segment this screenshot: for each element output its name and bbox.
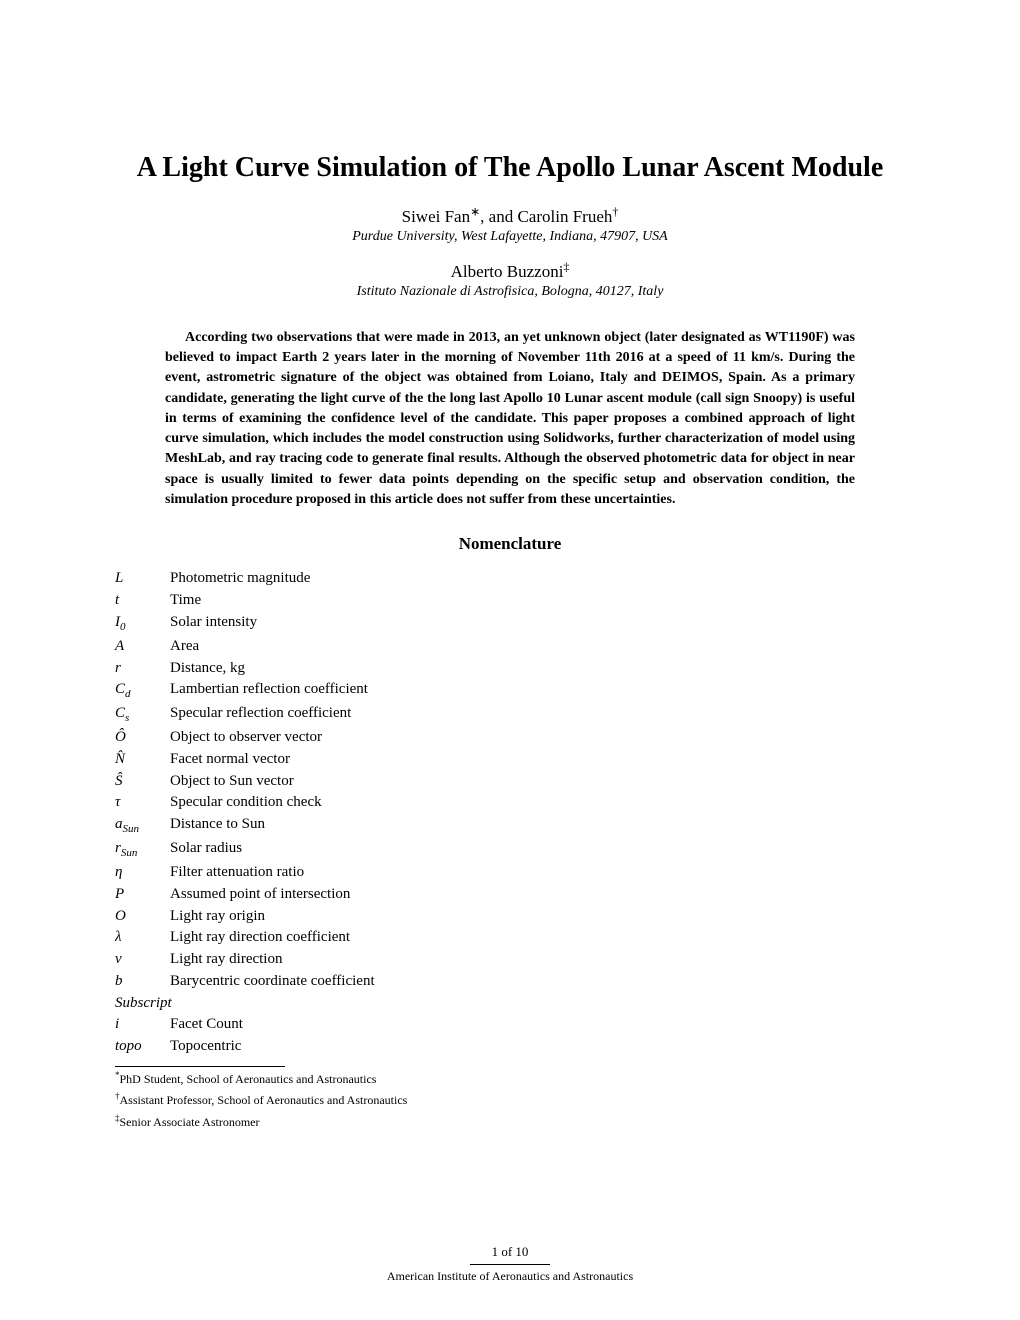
subscript-definition: Facet Count — [170, 1014, 905, 1036]
nomenclature-definition: Filter attenuation ratio — [170, 862, 905, 884]
nomenclature-definition: Facet normal vector — [170, 749, 905, 771]
nomenclature-symbol: η — [115, 862, 170, 884]
nomenclature-row: CdLambertian reflection coefficient — [115, 679, 905, 703]
footnote: *PhD Student, School of Aeronautics and … — [115, 1069, 815, 1088]
nomenclature-definition: Barycentric coordinate coefficient — [170, 971, 905, 993]
subscript-list: iFacet CounttopoTopocentric — [115, 1014, 905, 1058]
section-heading-nomenclature: Nomenclature — [115, 534, 905, 554]
nomenclature-row: N̂Facet normal vector — [115, 749, 905, 771]
affiliation-2: Istituto Nazionale di Astrofisica, Bolog… — [115, 284, 905, 300]
nomenclature-row: OLight ray origin — [115, 906, 905, 928]
paper-title: A Light Curve Simulation of The Apollo L… — [115, 150, 905, 186]
footnote: ‡Senior Associate Astronomer — [115, 1112, 815, 1131]
nomenclature-row: ŜObject to Sun vector — [115, 771, 905, 793]
nomenclature-symbol: I0 — [115, 612, 170, 636]
author-names: Siwei Fan∗, and Carolin Frueh† — [402, 207, 619, 226]
page-number: 1 of 10 — [0, 1244, 1020, 1260]
nomenclature-symbol: A — [115, 636, 170, 658]
nomenclature-row: v⃗Light ray direction — [115, 949, 905, 971]
subscript-symbol: topo — [115, 1036, 170, 1058]
author-line-2: Alberto Buzzoni‡ — [115, 259, 905, 282]
authors-block: Siwei Fan∗, and Carolin Frueh† Purdue Un… — [115, 204, 905, 299]
nomenclature-definition: Solar intensity — [170, 612, 905, 636]
subscript-definition: Topocentric — [170, 1036, 905, 1058]
subscript-symbol: i — [115, 1014, 170, 1036]
page-footer: 1 of 10 American Institute of Aeronautic… — [0, 1244, 1020, 1284]
nomenclature-definition: Distance to Sun — [170, 814, 905, 838]
nomenclature-row: bBarycentric coordinate coefficient — [115, 971, 905, 993]
footnote: †Assistant Professor, School of Aeronaut… — [115, 1090, 815, 1109]
nomenclature-symbol: t — [115, 590, 170, 612]
nomenclature-symbol: Ŝ — [115, 771, 170, 793]
nomenclature-definition: Distance, kg — [170, 658, 905, 680]
nomenclature-list: LPhotometric magnitudetTimeI0Solar inten… — [115, 568, 905, 992]
footer-rule — [470, 1264, 550, 1265]
nomenclature-row: tTime — [115, 590, 905, 612]
nomenclature-symbol: b — [115, 971, 170, 993]
nomenclature-definition: Specular reflection coefficient — [170, 703, 905, 727]
nomenclature-definition: Specular condition check — [170, 792, 905, 814]
nomenclature-row: τSpecular condition check — [115, 792, 905, 814]
nomenclature-symbol: τ — [115, 792, 170, 814]
abstract: According two observations that were mad… — [165, 328, 855, 511]
nomenclature-symbol: Cd — [115, 679, 170, 703]
nomenclature-definition: Area — [170, 636, 905, 658]
nomenclature-row: rDistance, kg — [115, 658, 905, 680]
nomenclature-row: ÔObject to observer vector — [115, 727, 905, 749]
nomenclature-definition: Lambertian reflection coefficient — [170, 679, 905, 703]
nomenclature-definition: Light ray origin — [170, 906, 905, 928]
author-line-1: Siwei Fan∗, and Carolin Frueh† — [115, 204, 905, 227]
nomenclature-row: rSunSolar radius — [115, 838, 905, 862]
nomenclature-definition: Time — [170, 590, 905, 612]
footnote-rule — [115, 1066, 285, 1067]
nomenclature-row: aSunDistance to Sun — [115, 814, 905, 838]
nomenclature-symbol: v⃗ — [115, 949, 170, 971]
nomenclature-symbol: L — [115, 568, 170, 590]
paper-page: A Light Curve Simulation of The Apollo L… — [0, 0, 1020, 1191]
footer-org: American Institute of Aeronautics and As… — [0, 1269, 1020, 1284]
nomenclature-row: AArea — [115, 636, 905, 658]
nomenclature-symbol: rSun — [115, 838, 170, 862]
affiliation-1: Purdue University, West Lafayette, India… — [115, 229, 905, 245]
nomenclature-definition: Object to Sun vector — [170, 771, 905, 793]
subscript-row: iFacet Count — [115, 1014, 905, 1036]
nomenclature-row: PAssumed point of intersection — [115, 884, 905, 906]
nomenclature-row: ηFilter attenuation ratio — [115, 862, 905, 884]
nomenclature-definition: Object to observer vector — [170, 727, 905, 749]
nomenclature-definition: Photometric magnitude — [170, 568, 905, 590]
nomenclature-symbol: r — [115, 658, 170, 680]
nomenclature-symbol: Ô — [115, 727, 170, 749]
nomenclature-definition: Light ray direction coefficient — [170, 927, 905, 949]
nomenclature-definition: Light ray direction — [170, 949, 905, 971]
nomenclature-definition: Solar radius — [170, 838, 905, 862]
nomenclature-symbol: P — [115, 884, 170, 906]
nomenclature-symbol: N̂ — [115, 749, 170, 771]
nomenclature-symbol: Cs — [115, 703, 170, 727]
nomenclature-symbol: λ — [115, 927, 170, 949]
nomenclature-row: I0Solar intensity — [115, 612, 905, 636]
subscript-heading: Subscript — [115, 993, 905, 1015]
nomenclature-symbol: aSun — [115, 814, 170, 838]
nomenclature-row: CsSpecular reflection coefficient — [115, 703, 905, 727]
nomenclature-definition: Assumed point of intersection — [170, 884, 905, 906]
footnotes-block: *PhD Student, School of Aeronautics and … — [115, 1069, 905, 1131]
subscript-row: topoTopocentric — [115, 1036, 905, 1058]
nomenclature-symbol: O — [115, 906, 170, 928]
nomenclature-row: LPhotometric magnitude — [115, 568, 905, 590]
nomenclature-row: λLight ray direction coefficient — [115, 927, 905, 949]
author-names: Alberto Buzzoni‡ — [451, 262, 570, 281]
